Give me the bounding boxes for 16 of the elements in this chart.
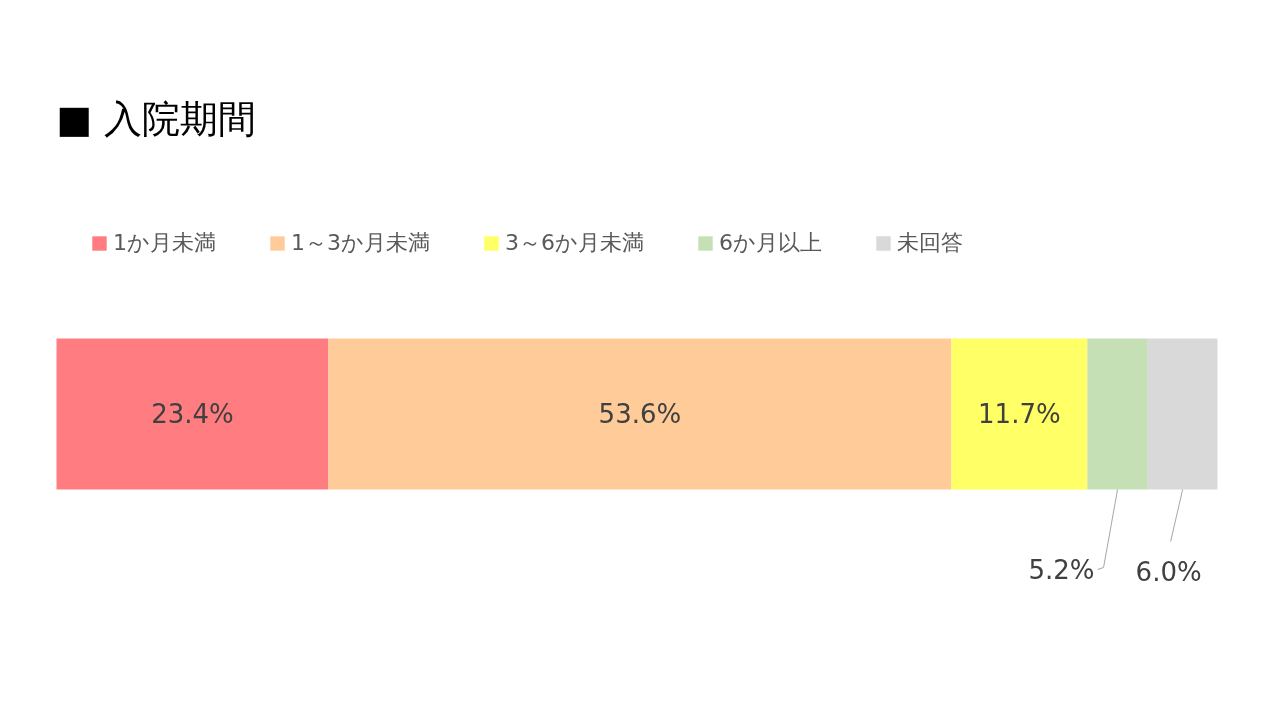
data-label: 53.6% — [598, 399, 682, 429]
data-label: 6.0% — [1135, 556, 1202, 587]
legend-label: 1～3か月未満 — [291, 229, 430, 257]
bar — [1087, 338, 1148, 490]
data-label: 23.4% — [151, 399, 234, 429]
legend-label: 1か月未満 — [113, 229, 216, 257]
bar — [1147, 338, 1218, 490]
legend-label: 3～6か月未満 — [505, 229, 644, 257]
chart-title: ■ 入院期間 — [56, 96, 257, 141]
data-label: 5.2% — [1028, 554, 1095, 585]
bar — [951, 338, 1088, 490]
legend-label: 未回答 — [897, 229, 963, 257]
bar — [56, 338, 329, 490]
legend-label: 6か月以上 — [719, 229, 822, 257]
data-label: 11.7% — [978, 399, 1061, 429]
bar — [328, 338, 952, 490]
